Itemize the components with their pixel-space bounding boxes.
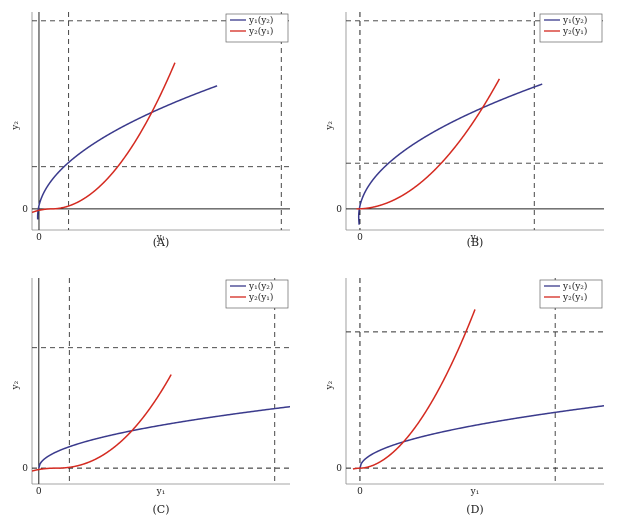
x-tick-label: 0 (36, 233, 42, 243)
legend-entry: y₁(y₂) (562, 15, 587, 26)
y-axis-label: y₂ (11, 380, 21, 390)
legend: y₁(y₂)y₂(y₁) (539, 13, 603, 43)
chart-panel-4: 0 0 y₁ y₂ y₁(y₂)y₂(y₁) (D) (325, 278, 604, 516)
panel-caption: (C) (153, 503, 170, 516)
legend-box (539, 279, 603, 309)
legend-box (539, 13, 603, 43)
chart-panel-2: 0 0 y₁ y₂ y₁(y₂)y₂(y₁) (B) (325, 12, 604, 249)
panel-caption: (A) (153, 236, 170, 249)
x-tick-label: 0 (357, 487, 363, 497)
legend-box (225, 279, 289, 309)
legend-entry: y₂(y₁) (562, 292, 587, 303)
y-tick-label: 0 (336, 205, 342, 215)
y-axis-label: y₂ (325, 380, 335, 390)
legend-box (225, 13, 289, 43)
legend-entry: y₂(y₁) (248, 26, 273, 37)
x-tick-label: 0 (36, 487, 42, 497)
legend-entry: y₂(y₁) (248, 292, 273, 303)
y-tick-label: 0 (22, 464, 28, 474)
y-axis-label: y₂ (325, 121, 335, 131)
series-line-2 (356, 78, 501, 210)
legend-entry: y₁(y₂) (248, 15, 273, 26)
y-tick-label: 0 (22, 205, 28, 215)
series-line-2 (32, 374, 172, 472)
legend-entry: y₁(y₂) (562, 281, 587, 292)
x-axis-label: y₁ (156, 233, 166, 243)
legend: y₁(y₂)y₂(y₁) (539, 279, 603, 309)
legend: y₁(y₂)y₂(y₁) (225, 13, 289, 43)
y-tick-label: 0 (336, 464, 342, 474)
chart-panel-1: 0 0 y₁ y₂ y₁(y₂)y₂(y₁) (A) (11, 12, 290, 249)
series-line-2 (32, 62, 176, 214)
series-line-1 (359, 405, 604, 469)
x-tick-label: 0 (357, 233, 363, 243)
legend: y₁(y₂)y₂(y₁) (225, 279, 289, 309)
panel-caption: (D) (466, 503, 483, 516)
legend-entry: y₂(y₁) (562, 26, 587, 37)
x-axis-label: y₁ (470, 233, 480, 243)
y-axis-label: y₂ (11, 121, 21, 131)
chart-panel-3: 0 0 y₁ y₂ y₁(y₂)y₂(y₁) (C) (11, 278, 290, 516)
series-line-2 (352, 309, 476, 470)
x-axis-label: y₁ (156, 487, 166, 497)
series-line-1 (38, 405, 290, 469)
legend-entry: y₁(y₂) (248, 281, 273, 292)
x-axis-label: y₁ (470, 487, 480, 497)
panel-caption: (B) (467, 236, 484, 249)
series-line-1 (36, 85, 218, 220)
